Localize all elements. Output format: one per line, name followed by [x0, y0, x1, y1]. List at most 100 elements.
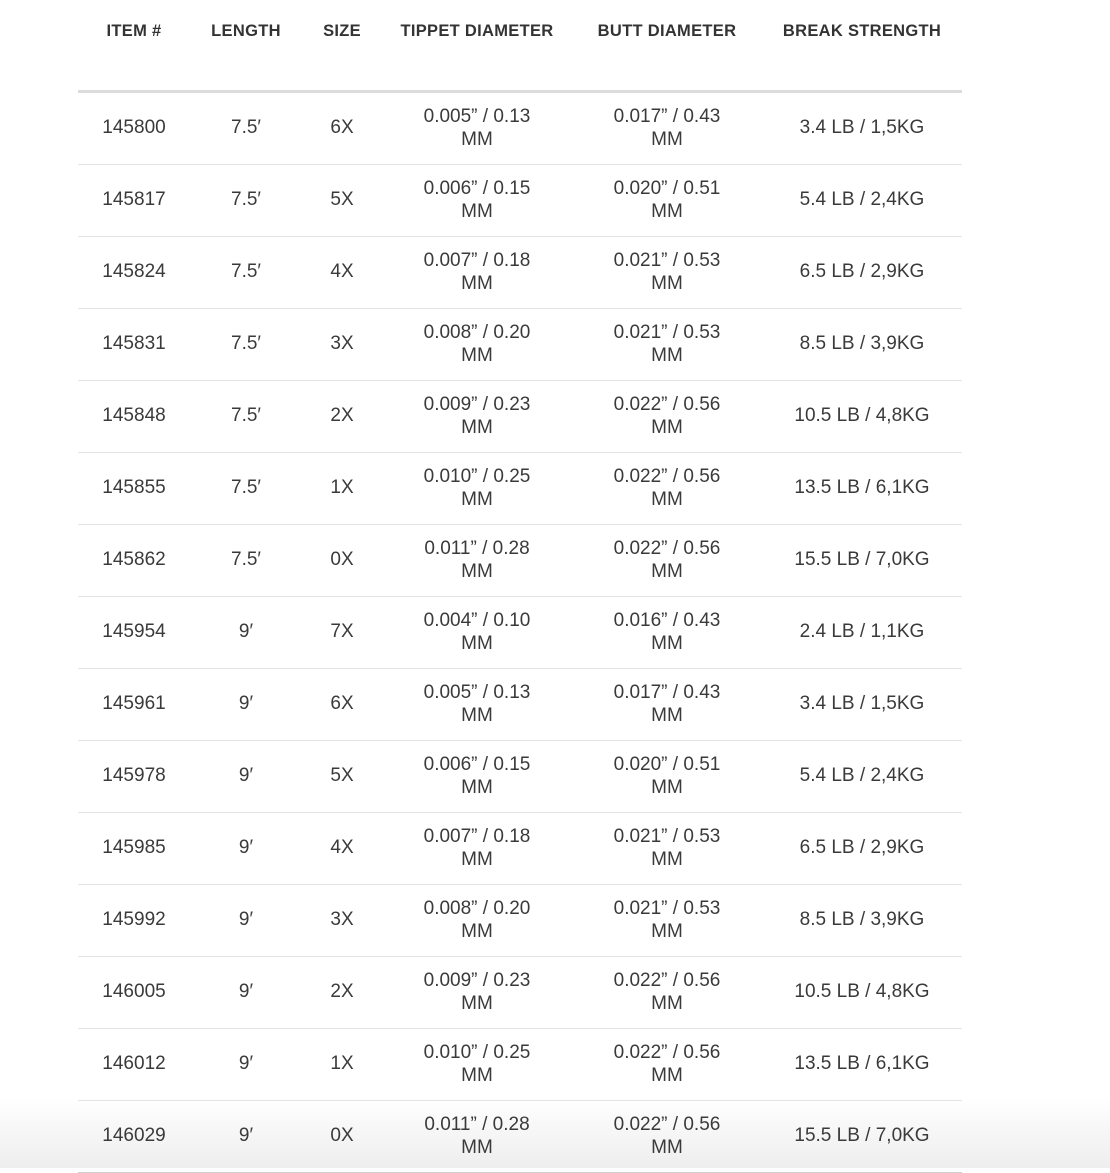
- cell-tippet-diameter-text: 0.007” / 0.18 MM: [423, 250, 531, 294]
- cell-length: 7.5′: [190, 91, 302, 165]
- cell-tippet-diameter: 0.005” / 0.13 MM: [382, 668, 572, 741]
- table-body: 145800 7.5′ 6X 0.005” / 0.13 MM 0.017” / 0.4…: [78, 91, 962, 1173]
- table-row: 145985 9′ 4X 0.007” / 0.18 MM 0.021” / 0.53 …: [78, 812, 962, 885]
- column-header-item-number: ITEM #: [78, 0, 190, 93]
- cell-tippet-diameter-text: 0.011” / 0.28 MM: [424, 1114, 530, 1158]
- cell-size: 3X: [302, 884, 382, 957]
- cell-break-strength: 13.5 LB / 6,1KG: [762, 452, 962, 525]
- cell-length: 9′: [190, 1100, 302, 1173]
- cell-tippet-diameter: 0.011” / 0.28 MM: [382, 524, 572, 597]
- cell-size: 6X: [302, 668, 382, 741]
- cell-break-strength: 13.5 LB / 6,1KG: [762, 1028, 962, 1101]
- column-header-break-strength: BREAK STRENGTH: [762, 0, 962, 93]
- cell-butt-diameter-text: 0.022” / 0.56 MM: [613, 466, 721, 510]
- cell-tippet-diameter: 0.010” / 0.25 MM: [382, 1028, 572, 1101]
- cell-item-number: 145961: [78, 668, 190, 741]
- cell-length: 9′: [190, 740, 302, 813]
- cell-length: 9′: [190, 1028, 302, 1101]
- column-header-tippet-diameter: TIPPET DIAMETER: [382, 0, 572, 93]
- cell-tippet-diameter: 0.006” / 0.15 MM: [382, 164, 572, 237]
- table-row: 145817 7.5′ 5X 0.006” / 0.15 MM 0.020” / 0.5…: [78, 164, 962, 237]
- cell-tippet-diameter-text: 0.009” / 0.23 MM: [423, 394, 531, 438]
- cell-tippet-diameter-text: 0.007” / 0.18 MM: [423, 826, 531, 870]
- cell-butt-diameter-text: 0.022” / 0.56 MM: [613, 1114, 721, 1158]
- cell-tippet-diameter-text: 0.009” / 0.23 MM: [423, 970, 531, 1014]
- cell-size: 7X: [302, 596, 382, 669]
- cell-size: 3X: [302, 308, 382, 381]
- cell-item-number: 145800: [78, 91, 190, 165]
- table-row: 145961 9′ 6X 0.005” / 0.13 MM 0.017” / 0.43 …: [78, 668, 962, 741]
- cell-item-number: 145992: [78, 884, 190, 957]
- cell-item-number: 145985: [78, 812, 190, 885]
- cell-break-strength: 10.5 LB / 4,8KG: [762, 380, 962, 453]
- cell-item-number: 145954: [78, 596, 190, 669]
- cell-item-number: 145862: [78, 524, 190, 597]
- cell-tippet-diameter-text: 0.006” / 0.15 MM: [423, 754, 531, 798]
- cell-length: 7.5′: [190, 164, 302, 237]
- cell-break-strength: 8.5 LB / 3,9KG: [762, 884, 962, 957]
- cell-butt-diameter: 0.022” / 0.56 MM: [572, 956, 762, 1029]
- table-row: 145954 9′ 7X 0.004” / 0.10 MM 0.016” / 0.43 …: [78, 596, 962, 669]
- cell-length: 9′: [190, 956, 302, 1029]
- cell-size: 2X: [302, 380, 382, 453]
- cell-butt-diameter-text: 0.022” / 0.56 MM: [613, 394, 721, 438]
- cell-butt-diameter-text: 0.017” / 0.43 MM: [613, 682, 721, 726]
- leader-specification-table: ITEM # LENGTH SIZE TIPPET DIAMETER BUTT …: [78, 0, 962, 1173]
- table-row: 145824 7.5′ 4X 0.007” / 0.18 MM 0.021” / 0.5…: [78, 236, 962, 309]
- cell-butt-diameter-text: 0.022” / 0.56 MM: [613, 538, 721, 582]
- table-row: 145992 9′ 3X 0.008” / 0.20 MM 0.021” / 0.53 …: [78, 884, 962, 957]
- cell-tippet-diameter: 0.010” / 0.25 MM: [382, 452, 572, 525]
- cell-butt-diameter-text: 0.022” / 0.56 MM: [613, 1042, 721, 1086]
- cell-butt-diameter: 0.022” / 0.56 MM: [572, 452, 762, 525]
- cell-butt-diameter: 0.020” / 0.51 MM: [572, 164, 762, 237]
- table-row: 146029 9′ 0X 0.011” / 0.28 MM 0.022” / 0.56 …: [78, 1100, 962, 1173]
- cell-size: 2X: [302, 956, 382, 1029]
- table-header-row: ITEM # LENGTH SIZE TIPPET DIAMETER BUTT …: [78, 0, 962, 93]
- cell-length: 9′: [190, 884, 302, 957]
- cell-item-number: 146005: [78, 956, 190, 1029]
- cell-tippet-diameter-text: 0.005” / 0.13 MM: [423, 682, 531, 726]
- cell-butt-diameter: 0.020” / 0.51 MM: [572, 740, 762, 813]
- cell-size: 4X: [302, 236, 382, 309]
- cell-item-number: 145817: [78, 164, 190, 237]
- cell-tippet-diameter: 0.007” / 0.18 MM: [382, 236, 572, 309]
- cell-tippet-diameter-text: 0.008” / 0.20 MM: [423, 322, 531, 366]
- table-row: 145978 9′ 5X 0.006” / 0.15 MM 0.020” / 0.51 …: [78, 740, 962, 813]
- cell-length: 7.5′: [190, 236, 302, 309]
- cell-break-strength: 2.4 LB / 1,1KG: [762, 596, 962, 669]
- cell-butt-diameter-text: 0.020” / 0.51 MM: [613, 754, 721, 798]
- cell-break-strength: 15.5 LB / 7,0KG: [762, 524, 962, 597]
- cell-butt-diameter: 0.022” / 0.56 MM: [572, 1028, 762, 1101]
- cell-butt-diameter-text: 0.021” / 0.53 MM: [613, 826, 721, 870]
- cell-length: 7.5′: [190, 308, 302, 381]
- cell-length: 9′: [190, 596, 302, 669]
- cell-tippet-diameter: 0.009” / 0.23 MM: [382, 956, 572, 1029]
- cell-size: 1X: [302, 452, 382, 525]
- cell-item-number: 146029: [78, 1100, 190, 1173]
- cell-butt-diameter: 0.016” / 0.43 MM: [572, 596, 762, 669]
- table-row: 145800 7.5′ 6X 0.005” / 0.13 MM 0.017” / 0.4…: [78, 91, 962, 165]
- cell-tippet-diameter: 0.005” / 0.13 MM: [382, 91, 572, 165]
- cell-size: 6X: [302, 91, 382, 165]
- cell-butt-diameter: 0.022” / 0.56 MM: [572, 380, 762, 453]
- cell-break-strength: 5.4 LB / 2,4KG: [762, 740, 962, 813]
- cell-item-number: 145978: [78, 740, 190, 813]
- cell-item-number: 145848: [78, 380, 190, 453]
- table-row: 146005 9′ 2X 0.009” / 0.23 MM 0.022” / 0.56 …: [78, 956, 962, 1029]
- cell-tippet-diameter-text: 0.004” / 0.10 MM: [423, 610, 531, 654]
- cell-butt-diameter-text: 0.021” / 0.53 MM: [613, 322, 721, 366]
- cell-butt-diameter-text: 0.020” / 0.51 MM: [613, 178, 721, 222]
- cell-size: 0X: [302, 1100, 382, 1173]
- cell-butt-diameter: 0.022” / 0.56 MM: [572, 524, 762, 597]
- cell-butt-diameter-text: 0.021” / 0.53 MM: [613, 250, 721, 294]
- cell-butt-diameter: 0.017” / 0.43 MM: [572, 668, 762, 741]
- cell-tippet-diameter: 0.009” / 0.23 MM: [382, 380, 572, 453]
- cell-break-strength: 10.5 LB / 4,8KG: [762, 956, 962, 1029]
- column-header-size: SIZE: [302, 0, 382, 93]
- cell-item-number: 146012: [78, 1028, 190, 1101]
- cell-break-strength: 3.4 LB / 1,5KG: [762, 91, 962, 165]
- cell-item-number: 145831: [78, 308, 190, 381]
- cell-length: 9′: [190, 668, 302, 741]
- cell-size: 4X: [302, 812, 382, 885]
